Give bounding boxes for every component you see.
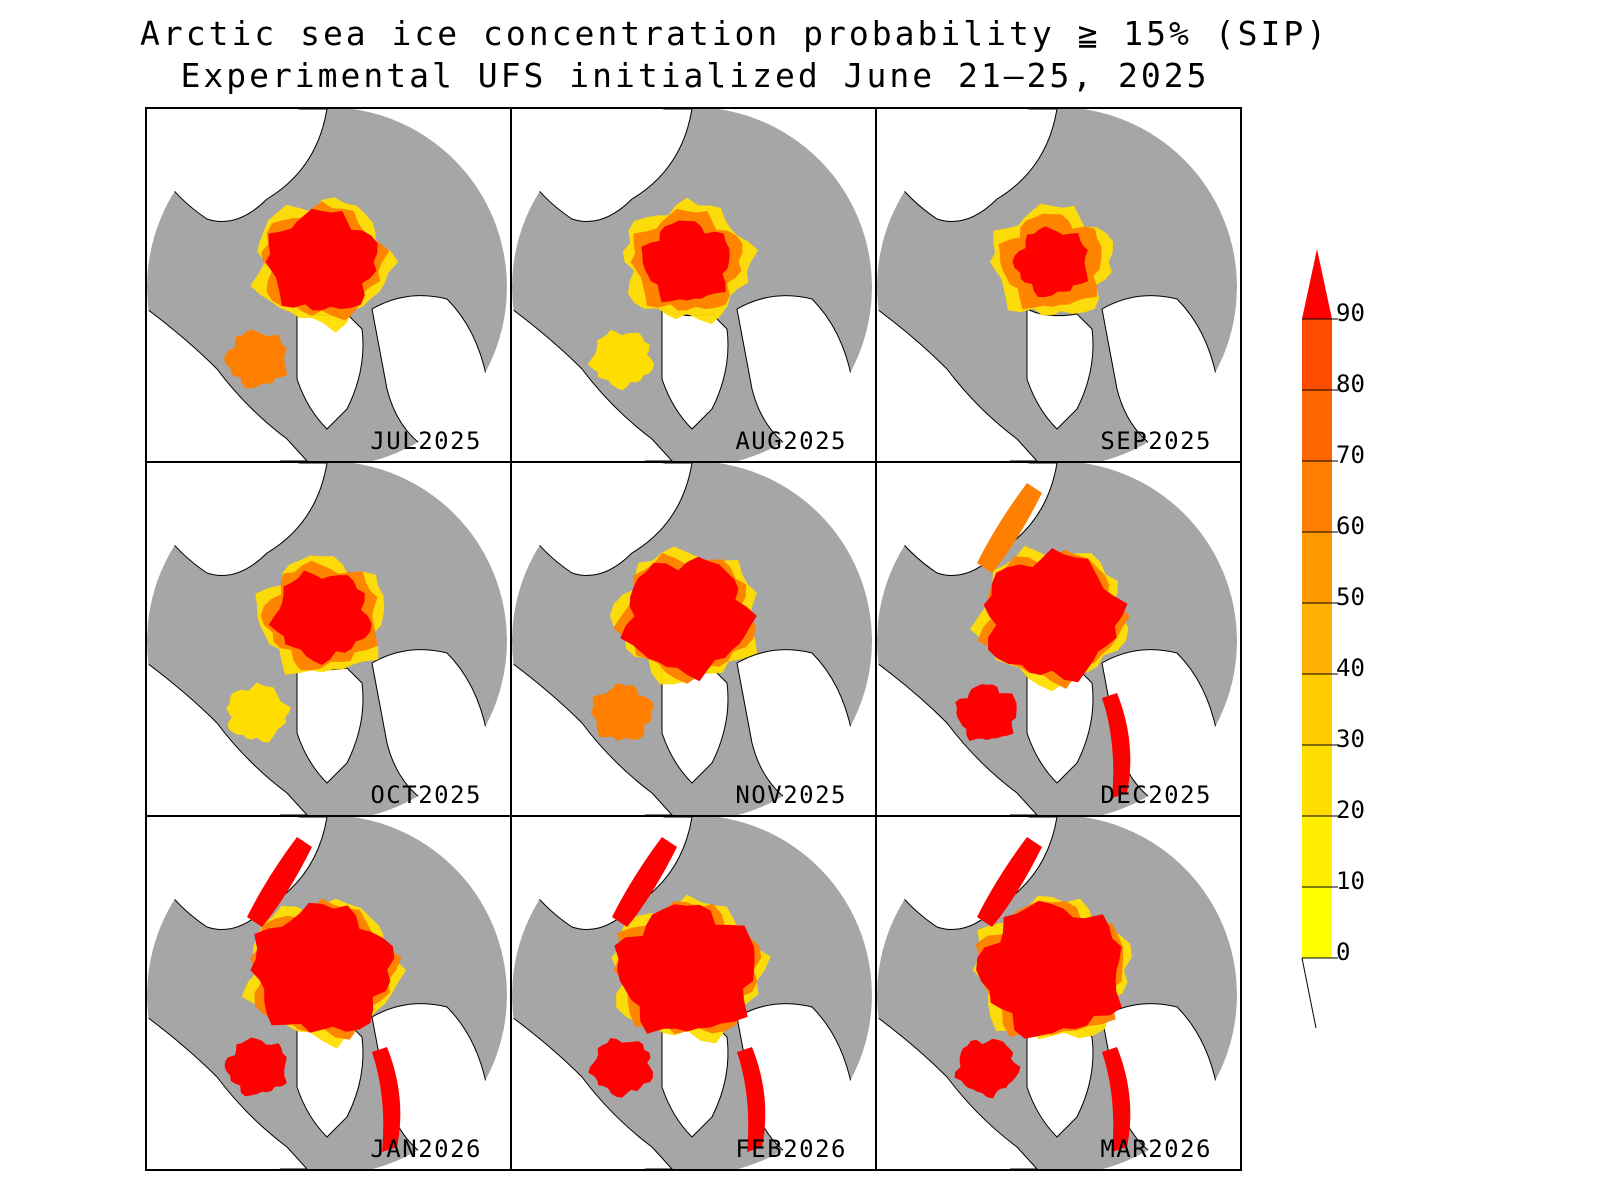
ice-probability-high [614,904,755,1034]
map-panel-grid: JUL2025 AUG2025 SEP2025 OCT2025 NOV2025 … [145,107,1247,1175]
arctic-map [877,817,1240,1169]
ice-probability-high [983,548,1128,683]
arctic-map [512,817,875,1169]
colorbar-swatch [1302,603,1332,674]
ice-probability-high [268,570,372,665]
panel-label: FEB2026 [735,1135,847,1163]
outside-disc-mask [147,463,510,815]
panel-label: AUG2025 [735,427,847,455]
colorbar-tick-label: 10 [1336,867,1365,895]
sea-ice-layer [590,546,758,741]
outside-disc-mask [147,109,510,461]
sea-ice-layer [224,837,407,1152]
outside-disc-mask [877,817,1240,1169]
greenland-landmass [661,308,729,430]
arctic-map [877,463,1240,815]
outside-disc-mask [512,817,875,1169]
sea-ice-layer [955,483,1131,798]
sea-ice-layer [989,203,1114,316]
sea-ice-layer [226,555,385,743]
map-panel-jul2025: JUL2025 [145,107,512,463]
sea-ice-layer [954,837,1132,1152]
arctic-map [147,463,510,815]
colorbar-swatch [1302,816,1332,887]
panel-label: OCT2025 [370,781,482,809]
hudson-bay-ice [224,329,288,389]
hudson-bay-ice [590,683,654,741]
title-line-2: Experimental UFS initialized June 21–25,… [180,56,1210,95]
hudson-bay-ice [224,1037,287,1097]
greenland-landmass [1026,308,1094,430]
map-panel-sep2025: SEP2025 [875,107,1242,463]
outside-disc-mask [512,463,875,815]
hudson-bay-ice [954,1038,1021,1099]
ice-probability-high [620,556,757,682]
labrador-sea-ice [737,1047,766,1152]
ice-probability-high [1012,226,1089,298]
labrador-sea-ice [1102,1047,1131,1152]
map-panel-nov2025: NOV2025 [510,461,877,817]
hudson-bay-ice [226,682,291,743]
bering-sea-ice [977,483,1042,573]
map-panel-jan2026: JAN2026 [145,815,512,1171]
colorbar-swatch [1302,887,1332,958]
outside-disc-mask [147,817,510,1169]
colorbar-swatch [1302,319,1332,390]
colorbar-tick-label: 40 [1336,654,1365,682]
ice-probability-high [976,900,1122,1039]
colorbar-tick-label: 20 [1336,796,1365,824]
map-panel-feb2026: FEB2026 [510,815,877,1171]
colorbar-overflow-arrow [1302,249,1332,319]
title-line-1: Arctic sea ice concentration probability… [140,14,1330,53]
colorbar-tick-label: 0 [1336,938,1351,966]
panel-label: JAN2026 [370,1135,482,1163]
ice-probability-high [265,208,378,311]
sea-ice-layer [588,837,771,1152]
labrador-sea-ice [1102,693,1131,798]
map-panel-dec2025: DEC2025 [875,461,1242,817]
panel-label: MAR2026 [1100,1135,1212,1163]
bering-sea-ice [977,837,1042,927]
colorbar-tail [1301,957,1317,1029]
arctic-map [147,109,510,461]
map-panel-mar2026: MAR2026 [875,815,1242,1171]
map-panel-aug2025: AUG2025 [510,107,877,463]
colorbar-tick-label: 90 [1336,299,1365,327]
hudson-bay-ice [955,684,1017,741]
sea-ice-layer [224,197,399,389]
colorbar-swatch [1302,745,1332,816]
arctic-map [877,109,1240,461]
arctic-map [147,817,510,1169]
sea-ice-layer [587,197,759,391]
outside-disc-mask [877,463,1240,815]
colorbar-tick-label: 60 [1336,512,1365,540]
ice-probability-high [250,902,395,1033]
colorbar-swatch [1302,532,1332,603]
ice-probability-high [641,220,730,303]
panel-label: DEC2025 [1100,781,1212,809]
bering-sea-ice [247,837,312,927]
outside-disc-mask [877,109,1240,461]
panel-label: NOV2025 [735,781,847,809]
outside-disc-mask [512,109,875,461]
panel-label: JUL2025 [370,427,482,455]
hudson-bay-ice [587,329,654,391]
colorbar-swatch [1302,390,1332,461]
colorbar-swatch [1302,674,1332,745]
colorbar-tick-label: 30 [1336,725,1365,753]
arctic-map [512,109,875,461]
colorbar-swatches [1301,249,1338,1029]
arctic-map [512,463,875,815]
colorbar-swatch [1302,461,1332,532]
map-panel-oct2025: OCT2025 [145,461,512,817]
labrador-sea-ice [372,1047,401,1152]
colorbar-tick-label: 70 [1336,441,1365,469]
panel-label: SEP2025 [1100,427,1212,455]
bering-sea-ice [612,837,677,927]
colorbar-legend: 0 10 20 30 40 50 60 70 80 90 [1300,248,1420,1038]
colorbar-tick-label: 80 [1336,370,1365,398]
colorbar-tick-label: 50 [1336,583,1365,611]
hudson-bay-ice [588,1038,653,1098]
